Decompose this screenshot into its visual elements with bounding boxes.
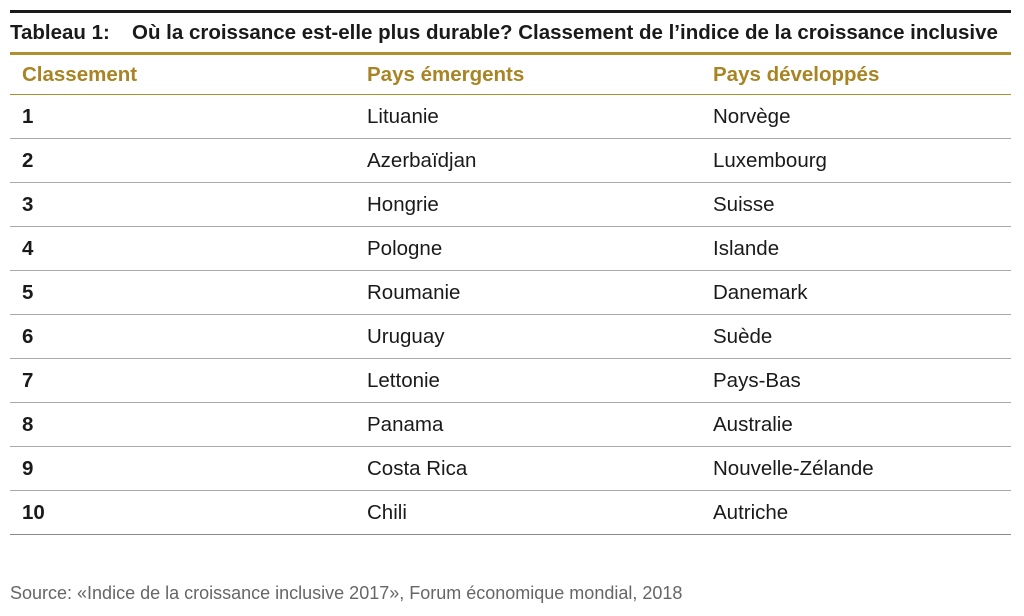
developed-cell: Norvège — [701, 94, 1011, 139]
table-row: 3 Hongrie Suisse — [10, 182, 1011, 227]
table-row: 9 Costa Rica Nouvelle-Zélande — [10, 446, 1011, 491]
table-container: Tableau 1: Où la croissance est-elle plu… — [10, 10, 1011, 535]
header-row: Classement Pays émergents Pays développé… — [10, 55, 1011, 95]
emerging-cell: Roumanie — [355, 270, 701, 315]
table-row: 6 Uruguay Suède — [10, 314, 1011, 359]
developed-cell: Suède — [701, 314, 1011, 359]
caption-label: Tableau 1: — [10, 21, 110, 44]
emerging-cell: Chili — [355, 490, 701, 535]
ranking-table: Classement Pays émergents Pays développé… — [10, 55, 1011, 535]
developed-cell: Pays-Bas — [701, 358, 1011, 403]
developed-cell: Nouvelle-Zélande — [701, 446, 1011, 491]
developed-cell: Luxembourg — [701, 138, 1011, 183]
table-row: 1 Lituanie Norvège — [10, 94, 1011, 139]
rank-cell: 3 — [10, 182, 355, 227]
header-rank: Classement — [10, 55, 355, 95]
table-row: 10 Chili Autriche — [10, 490, 1011, 535]
caption-text: Où la croissance est-elle plus durable? … — [132, 21, 998, 44]
developed-cell: Suisse — [701, 182, 1011, 227]
table-row: 5 Roumanie Danemark — [10, 270, 1011, 315]
rank-cell: 7 — [10, 358, 355, 403]
source-note: Source: «Indice de la croissance inclusi… — [10, 583, 683, 603]
developed-cell: Autriche — [701, 490, 1011, 535]
emerging-cell: Lettonie — [355, 358, 701, 403]
rank-cell: 4 — [10, 226, 355, 271]
header-emerging: Pays émergents — [355, 55, 701, 95]
developed-cell: Australie — [701, 402, 1011, 447]
rank-cell: 1 — [10, 94, 355, 139]
header-rule — [10, 52, 1011, 55]
emerging-cell: Costa Rica — [355, 446, 701, 491]
emerging-cell: Lituanie — [355, 94, 701, 139]
rank-cell: 6 — [10, 314, 355, 359]
rank-cell: 8 — [10, 402, 355, 447]
emerging-cell: Panama — [355, 402, 701, 447]
developed-cell: Danemark — [701, 270, 1011, 315]
emerging-cell: Pologne — [355, 226, 701, 271]
table-row: 7 Lettonie Pays-Bas — [10, 358, 1011, 403]
emerging-cell: Azerbaïdjan — [355, 138, 701, 183]
table-row: 4 Pologne Islande — [10, 226, 1011, 271]
emerging-cell: Uruguay — [355, 314, 701, 359]
header-developed: Pays développés — [701, 55, 1011, 95]
rank-cell: 10 — [10, 490, 355, 535]
rank-cell: 9 — [10, 446, 355, 491]
rank-cell: 2 — [10, 138, 355, 183]
emerging-cell: Hongrie — [355, 182, 701, 227]
table-caption: Tableau 1: Où la croissance est-elle plu… — [10, 13, 1011, 52]
table-row: 2 Azerbaïdjan Luxembourg — [10, 138, 1011, 183]
top-rule — [10, 10, 1011, 13]
developed-cell: Islande — [701, 226, 1011, 271]
table-row: 8 Panama Australie — [10, 402, 1011, 447]
rank-cell: 5 — [10, 270, 355, 315]
